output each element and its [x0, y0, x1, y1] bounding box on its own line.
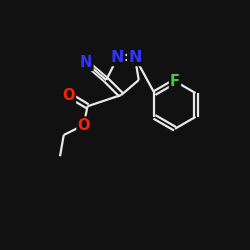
Text: O: O	[78, 118, 90, 132]
Text: N: N	[80, 55, 92, 70]
Text: N: N	[128, 50, 142, 65]
Text: O: O	[62, 88, 75, 102]
Text: F: F	[170, 74, 180, 89]
Text: N: N	[111, 50, 124, 65]
